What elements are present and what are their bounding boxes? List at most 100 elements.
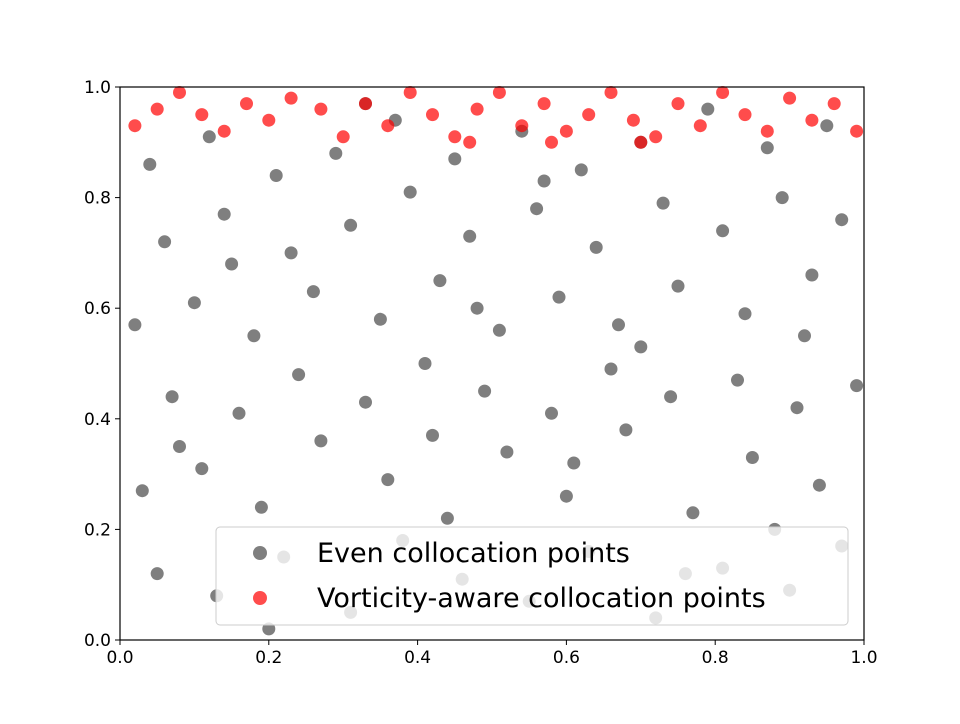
legend-marker (253, 591, 267, 605)
x-tick-label: 0.2 (255, 648, 282, 668)
y-tick-label: 0.0 (84, 631, 111, 651)
scatter-point (225, 257, 239, 271)
x-tick-label: 0.6 (553, 648, 580, 668)
scatter-point (760, 141, 774, 155)
scatter-point (716, 224, 730, 238)
scatter-point (202, 130, 216, 144)
y-tick-label: 1.0 (84, 78, 111, 98)
y-tick-label: 0.2 (84, 520, 111, 540)
scatter-point (492, 86, 506, 99)
scatter-point (820, 119, 834, 133)
x-tick-label: 1.0 (850, 648, 877, 668)
scatter-point (805, 268, 819, 282)
scatter-point (195, 462, 209, 476)
scatter-point (492, 323, 506, 337)
scatter-point (738, 108, 752, 122)
scatter-point (314, 434, 328, 448)
scatter-point (530, 202, 544, 216)
scatter-point (158, 235, 172, 249)
scatter-point (217, 207, 231, 221)
scatter-point (381, 119, 395, 133)
scatter-point (626, 113, 640, 127)
scatter-point (217, 124, 231, 138)
y-tick-label: 0.8 (84, 189, 111, 209)
scatter-point (247, 329, 261, 343)
x-axis: 0.0 0.2 0.4 0.6 0.8 1.0 (106, 640, 878, 668)
scatter-point (589, 240, 603, 254)
scatter-point (284, 246, 298, 260)
scatter-point (835, 213, 849, 227)
scatter-point (359, 395, 372, 409)
scatter-point (463, 135, 477, 149)
scatter-point (463, 229, 477, 243)
scatter-point (150, 567, 164, 581)
scatter-point (649, 130, 663, 144)
scatter-point (634, 135, 648, 149)
x-tick-label: 0.0 (106, 648, 133, 668)
legend: Even collocation points Vorticity-aware c… (215, 526, 849, 626)
scatter-point (433, 274, 447, 288)
scatter-point (448, 152, 462, 166)
scatter-point (254, 500, 268, 514)
scatter-point (671, 97, 685, 111)
scatter-point (693, 119, 707, 133)
scatter-point (604, 362, 618, 376)
scatter-point (552, 290, 566, 304)
scatter-point (478, 384, 492, 398)
scatter-point (798, 329, 811, 343)
scatter-point (135, 484, 149, 498)
scatter-point (143, 157, 157, 171)
legend-label: Even collocation points (317, 538, 630, 569)
scatter-point (426, 428, 439, 442)
scatter-point (537, 174, 551, 188)
x-tick-label: 0.8 (702, 648, 729, 668)
scatter-point (656, 196, 670, 210)
scatter-point (195, 108, 209, 122)
y-tick-label: 0.6 (84, 299, 111, 319)
x-tick-label: 0.4 (404, 648, 431, 668)
scatter-point (671, 279, 685, 293)
scatter-point (173, 440, 186, 453)
scatter-point (150, 102, 164, 116)
y-axis: 0.0 0.2 0.4 0.6 0.8 1.0 (84, 78, 120, 651)
scatter-point (574, 163, 588, 177)
scatter-point (500, 445, 514, 459)
scatter-point (128, 318, 142, 332)
scatter-point (760, 124, 774, 138)
scatter-point (292, 368, 306, 382)
scatter-point (359, 97, 372, 111)
legend-marker (253, 546, 267, 560)
scatter-point (173, 86, 186, 99)
scatter-point (559, 124, 573, 138)
scatter-point (470, 102, 484, 116)
scatter-point (612, 318, 625, 332)
scatter-point (262, 622, 276, 636)
series-1 (128, 86, 864, 149)
scatter-point (426, 108, 439, 122)
scatter-point (232, 406, 246, 420)
scatter-point (269, 169, 283, 182)
scatter-point (448, 130, 462, 144)
legend-box (215, 526, 849, 626)
scatter-point (545, 406, 558, 420)
scatter-point (187, 296, 201, 310)
legend-label: Vorticity-aware collocation points (317, 583, 766, 614)
scatter-point (314, 102, 328, 116)
scatter-point (284, 91, 298, 105)
scatter-point (306, 285, 320, 299)
scatter-point (262, 113, 276, 127)
scatter-point (470, 301, 484, 315)
scatter-point (515, 119, 529, 133)
scatter-point (850, 124, 864, 138)
scatter-point (664, 390, 678, 404)
scatter-point (827, 97, 841, 111)
scatter-point (775, 191, 789, 205)
scatter-point (850, 379, 864, 393)
scatter-point (545, 135, 558, 149)
scatter-point (604, 86, 618, 99)
scatter-point (812, 478, 826, 492)
scatter-point (745, 451, 759, 464)
scatter-point (240, 97, 253, 111)
